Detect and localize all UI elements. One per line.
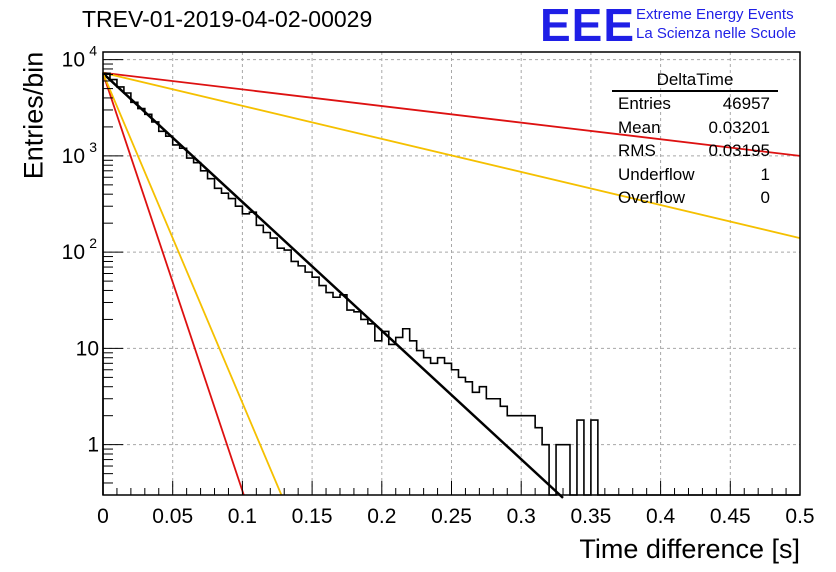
stats-label: Overflow — [618, 188, 686, 207]
stats-value: 1 — [760, 164, 770, 184]
x-tick-label: 0.1 — [228, 505, 257, 528]
y-tick-exponent: 4 — [89, 43, 97, 59]
x-axis-title: Time difference [s] — [579, 534, 800, 564]
x-tick-label: 0.25 — [431, 505, 472, 528]
stats-label: Underflow — [618, 164, 695, 184]
y-tick-label: 10 — [76, 337, 99, 360]
fit-curves — [102, 71, 801, 499]
stats-row-mean: Mean 0.03201 — [612, 116, 778, 140]
y-tick-exponent: 2 — [89, 235, 97, 251]
x-tick-label: 0.35 — [570, 505, 611, 528]
stats-value: 0.03195 — [708, 141, 770, 160]
y-tick-exponent: 3 — [89, 139, 97, 155]
fit-line-fit — [102, 72, 564, 499]
stats-value: 0 — [760, 188, 770, 207]
x-tick-label: 0.4 — [646, 505, 676, 528]
stats-box: DeltaTime Entries 46957 Mean 0.03201 RMS… — [612, 70, 778, 210]
axis-ticks: 0 0.05 0.1 0.15 0.2 0.25 0.3 0.35 0.4 0.45 0.51101… — [62, 43, 815, 528]
y-axis-title: Entries/bin — [18, 51, 49, 180]
chart-title: TREV-01-2019-04-02-00029 — [82, 6, 373, 32]
y-tick-label: 1 — [87, 434, 99, 457]
fit-line-red-shallow — [102, 71, 801, 157]
stats-value: 46957 — [722, 94, 770, 113]
stats-row-underflow: Underflow 1 — [612, 163, 778, 187]
fit-line-yellow-steep — [102, 73, 283, 496]
stats-row-overflow: Overflow 0 — [612, 186, 778, 210]
x-tick-label: 0.15 — [292, 505, 333, 528]
stats-value: 0.03201 — [708, 117, 770, 137]
y-tick-label: 10 — [62, 145, 85, 168]
logo-line-2: La Scienza nelle Scuole — [636, 25, 797, 42]
stats-row-entries: Entries 46957 — [612, 92, 778, 116]
x-tick-label: 0.5 — [785, 505, 814, 528]
stats-label: Entries — [618, 94, 671, 113]
stats-row-rms: RMS 0.03195 — [612, 139, 778, 163]
y-tick-label: 10 — [62, 49, 85, 72]
x-tick-label: 0.3 — [507, 505, 536, 528]
x-tick-label: 0 — [97, 505, 109, 528]
x-tick-label: 0.05 — [152, 505, 193, 528]
stats-label: RMS — [618, 141, 656, 160]
fit-line-yellow-shallow — [102, 71, 801, 239]
y-tick-label: 10 — [62, 241, 85, 264]
fit-line-red-steep — [102, 73, 245, 496]
stats-label: Mean — [618, 117, 661, 137]
x-tick-label: 0.45 — [710, 505, 751, 528]
logo-line-1: Extreme Energy Events — [636, 6, 794, 23]
x-tick-label: 0.2 — [367, 505, 396, 528]
eee-logo: EEE — [540, 0, 636, 51]
stats-title: DeltaTime — [612, 70, 778, 92]
